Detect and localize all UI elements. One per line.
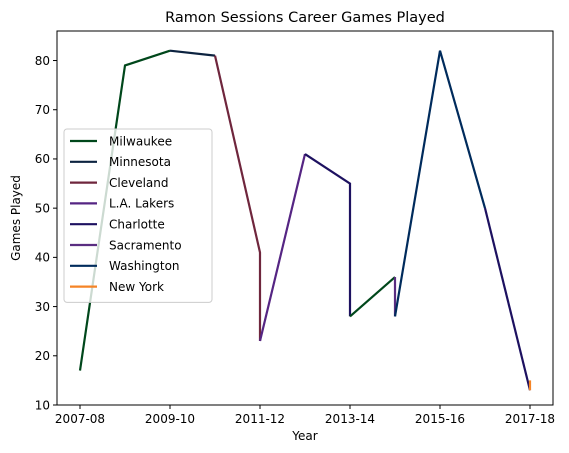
y-tick-label: 10	[35, 398, 50, 412]
x-tick-label: 2011-12	[235, 412, 285, 426]
legend-label: New York	[109, 280, 164, 294]
x-tick-label: 2015-16	[415, 412, 465, 426]
legend-label: Minnesota	[109, 155, 171, 169]
y-tick-label: 60	[35, 152, 50, 166]
y-tick-label: 30	[35, 300, 50, 314]
x-tick-label: 2017-18	[505, 412, 555, 426]
y-tick-label: 20	[35, 349, 50, 363]
legend-label: Sacramento	[109, 238, 182, 252]
x-tick-label: 2007-08	[55, 412, 105, 426]
x-tick-label: 2009-10	[145, 412, 195, 426]
legend-label: L.A. Lakers	[109, 197, 174, 211]
y-tick-label: 50	[35, 201, 50, 215]
y-tick-label: 80	[35, 54, 50, 68]
y-tick-label: 70	[35, 103, 50, 117]
x-tick-label: 2013-14	[325, 412, 375, 426]
legend-label: Washington	[109, 259, 180, 273]
y-tick-label: 40	[35, 251, 50, 265]
x-axis-title: Year	[291, 429, 317, 443]
y-axis-title: Games Played	[9, 175, 23, 261]
legend: Milwaukee Minnesota Cleveland L.A. Lakers Ch…	[64, 129, 212, 302]
legend-label: Milwaukee	[109, 134, 172, 148]
legend-label: Charlotte	[109, 218, 165, 232]
legend-label: Cleveland	[109, 176, 169, 190]
chart-title: Ramon Sessions Career Games Played	[165, 10, 445, 26]
